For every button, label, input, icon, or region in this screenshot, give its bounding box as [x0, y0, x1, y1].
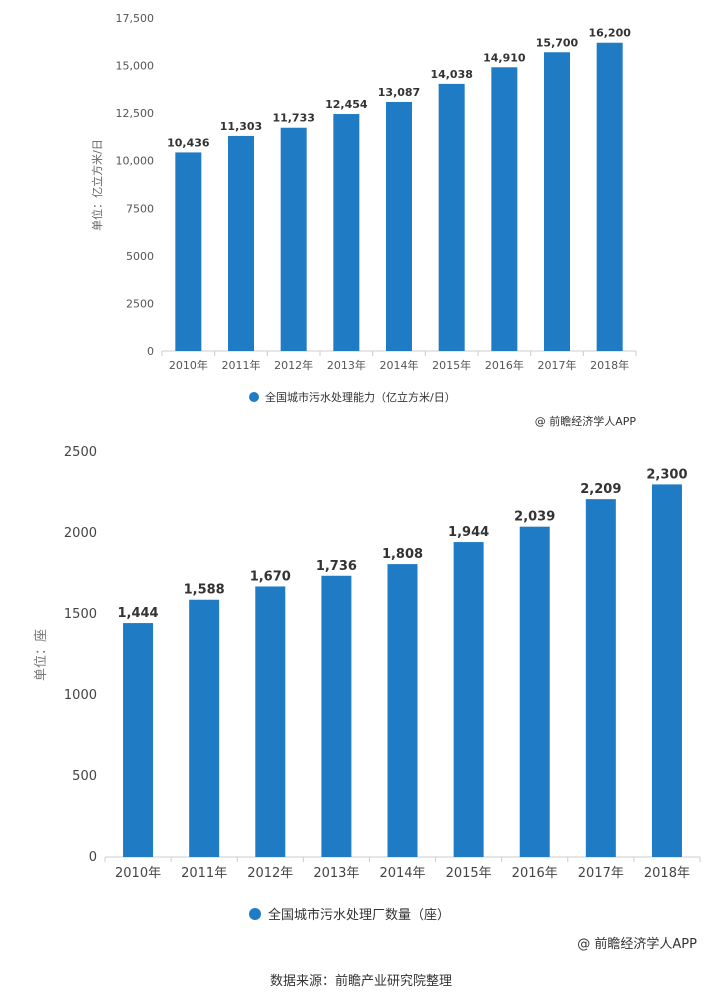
x-tick-label: 2011年 — [222, 358, 261, 372]
data-label: 2,039 — [514, 510, 555, 525]
credit-text: @ 前瞻经济学人APP — [535, 414, 637, 428]
x-tick-label: 2017年 — [578, 866, 624, 881]
y-axis-label: 单位：亿立方米/日 — [90, 139, 104, 231]
bar — [596, 42, 623, 351]
data-label: 1,944 — [448, 525, 489, 540]
x-tick-label: 2010年 — [115, 866, 161, 881]
data-label: 10,436 — [167, 136, 210, 149]
y-tick-label: 17,500 — [116, 12, 155, 25]
x-tick-label: 2013年 — [327, 358, 366, 372]
x-tick-label: 2018年 — [644, 866, 690, 881]
x-tick-label: 2016年 — [485, 358, 524, 372]
x-tick-label: 2014年 — [379, 866, 425, 881]
bar — [651, 484, 682, 857]
data-label: 2,209 — [580, 482, 621, 497]
data-label: 1,670 — [250, 569, 291, 584]
legend-label: 全国城市污水处理能力（亿立方米/日） — [265, 390, 456, 404]
bar — [228, 135, 254, 351]
y-tick-label: 12,500 — [116, 107, 155, 120]
bar — [189, 599, 220, 857]
credit-text: @ 前瞻经济学人APP — [577, 936, 697, 952]
data-label: 1,588 — [184, 583, 225, 598]
legend-label: 全国城市污水处理厂数量（座） — [268, 907, 450, 923]
y-tick-label: 2000 — [64, 526, 97, 541]
x-tick-label: 2014年 — [380, 358, 419, 372]
bar — [123, 623, 154, 857]
x-tick-label: 2010年 — [169, 358, 208, 372]
bar — [386, 101, 412, 351]
data-label: 11,733 — [272, 112, 314, 125]
data-label: 16,200 — [588, 27, 631, 40]
data-label: 13,087 — [378, 86, 420, 99]
y-tick-label: 10,000 — [116, 155, 155, 168]
data-label: 1,736 — [316, 559, 357, 574]
bar — [585, 499, 616, 857]
y-tick-label: 15,000 — [116, 60, 155, 73]
data-label: 1,444 — [117, 606, 158, 621]
data-label: 15,700 — [536, 36, 579, 49]
x-tick-label: 2015年 — [446, 866, 492, 881]
bar — [438, 83, 465, 351]
x-tick-label: 2012年 — [247, 866, 293, 881]
x-tick-label: 2013年 — [313, 866, 359, 881]
chart-sewage-plant-count: 0 500 1000 1500 2000 2500 1,444 1,588 1,670 1,73… — [34, 445, 701, 952]
bar — [491, 67, 518, 351]
x-tick-label: 2018年 — [590, 358, 629, 372]
bar — [280, 127, 307, 352]
bar — [255, 586, 286, 857]
bar — [333, 114, 360, 351]
x-tick-label: 2015年 — [432, 358, 471, 372]
source-note: 数据来源：前瞻产业研究院整理 — [269, 974, 452, 989]
y-tick-label: 2500 — [64, 445, 97, 460]
x-tick-label: 2016年 — [512, 866, 558, 881]
bar — [321, 575, 352, 857]
y-tick-label: 7500 — [126, 202, 154, 215]
bar — [387, 564, 418, 857]
data-label: 2,300 — [646, 467, 687, 482]
legend-marker — [249, 392, 259, 402]
y-tick-label: 0 — [89, 850, 97, 865]
bar — [175, 152, 202, 351]
bar — [453, 542, 484, 857]
data-label: 14,038 — [430, 68, 472, 81]
y-tick-label: 0 — [147, 345, 154, 358]
bar — [519, 526, 550, 857]
data-label: 12,454 — [325, 98, 368, 111]
x-tick-label: 2011年 — [181, 866, 227, 881]
y-tick-label: 5000 — [126, 250, 154, 263]
y-tick-label: 500 — [72, 769, 97, 784]
chart-sewage-capacity: 0 2500 5000 7500 10,000 12,500 15,000 17,500 10… — [90, 12, 637, 428]
data-label: 11,303 — [220, 120, 262, 133]
data-label: 14,910 — [483, 51, 526, 64]
data-label: 1,808 — [382, 547, 423, 562]
legend-marker — [249, 908, 261, 920]
x-tick-label: 2017年 — [538, 358, 577, 372]
y-tick-label: 2500 — [126, 297, 154, 310]
y-tick-label: 1000 — [64, 688, 97, 703]
x-tick-label: 2012年 — [274, 358, 313, 372]
y-tick-label: 1500 — [64, 607, 97, 622]
y-axis-label: 单位：座 — [34, 629, 49, 681]
bar — [544, 52, 570, 351]
